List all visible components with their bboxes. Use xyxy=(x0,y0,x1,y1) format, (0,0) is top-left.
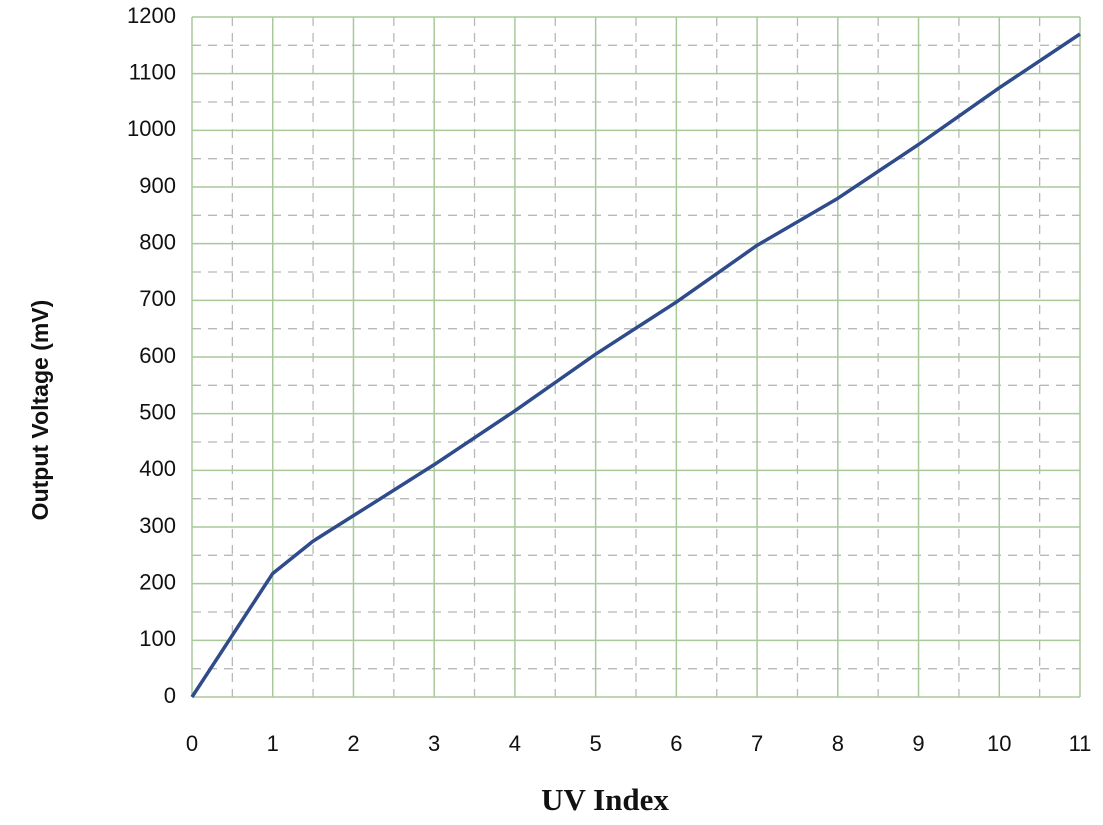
y-tick-label: 0 xyxy=(164,683,176,708)
x-axis-label: UV Index xyxy=(541,782,669,817)
y-tick-label: 800 xyxy=(139,229,176,254)
x-tick-label: 7 xyxy=(751,731,763,756)
y-tick-label: 1000 xyxy=(127,116,176,141)
x-tick-label: 6 xyxy=(670,731,682,756)
x-tick-label: 5 xyxy=(590,731,602,756)
y-tick-label: 1100 xyxy=(129,59,176,84)
x-tick-label: 4 xyxy=(509,731,521,756)
x-tick-label: 11 xyxy=(1069,731,1092,756)
y-tick-label: 100 xyxy=(139,626,176,651)
y-tick-label: 400 xyxy=(139,456,176,481)
y-tick-label: 700 xyxy=(139,286,176,311)
x-tick-label: 8 xyxy=(832,731,844,756)
y-tick-label: 300 xyxy=(139,513,176,538)
y-tick-label: 500 xyxy=(139,399,176,424)
y-axis-label: Output Voltage (mV) xyxy=(27,300,53,521)
x-tick-label: 1 xyxy=(267,731,279,756)
x-tick-label: 10 xyxy=(987,731,1011,756)
x-tick-label: 2 xyxy=(347,731,359,756)
x-tick-label: 9 xyxy=(912,731,924,756)
x-tick-label: 0 xyxy=(186,731,198,756)
y-tick-label: 1200 xyxy=(127,3,176,28)
y-tick-label: 200 xyxy=(139,569,176,594)
y-tick-label: 600 xyxy=(139,343,176,368)
x-tick-label: 3 xyxy=(428,731,440,756)
data-line xyxy=(190,32,1081,698)
y-tick-label: 900 xyxy=(139,173,176,198)
